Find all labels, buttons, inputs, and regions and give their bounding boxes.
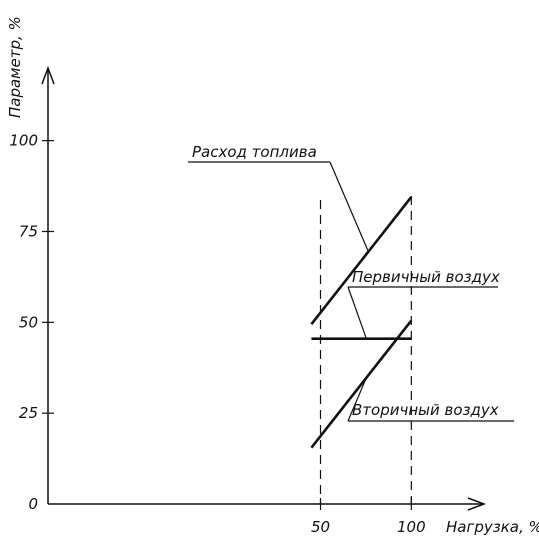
series-lines <box>310 196 413 449</box>
x-axis-arrow <box>467 497 487 511</box>
x-axis-title: Нагрузка, % <box>446 518 539 536</box>
x-tick-label: 50 <box>311 518 330 536</box>
label-leader <box>329 161 369 252</box>
x-tick-label: 100 <box>397 518 426 536</box>
x-ticks: 50 100 <box>311 498 426 536</box>
series-line-3 <box>310 319 413 449</box>
series-label: Расход топлива <box>192 143 317 161</box>
y-axis-title: Параметр, % <box>6 16 24 118</box>
y-tick-label: 0 <box>28 495 38 513</box>
reference-lines <box>319 196 412 504</box>
series-label: Первичный воздух <box>352 268 500 286</box>
series-label: Вторичный воздух <box>352 401 499 419</box>
y-tick-label: 100 <box>9 132 38 150</box>
series-labels: Расход топлива Первичный воздух Вторичный … <box>188 143 514 422</box>
axes <box>41 65 487 511</box>
y-ticks: 0 25 50 75 100 <box>9 132 54 513</box>
y-axis-arrow <box>41 65 55 85</box>
y-tick-label: 50 <box>19 313 38 331</box>
y-tick-label: 25 <box>19 404 38 422</box>
label-leader <box>347 377 367 422</box>
label-leader <box>347 286 367 339</box>
series-line-1 <box>310 196 413 325</box>
y-tick-label: 75 <box>19 223 38 241</box>
